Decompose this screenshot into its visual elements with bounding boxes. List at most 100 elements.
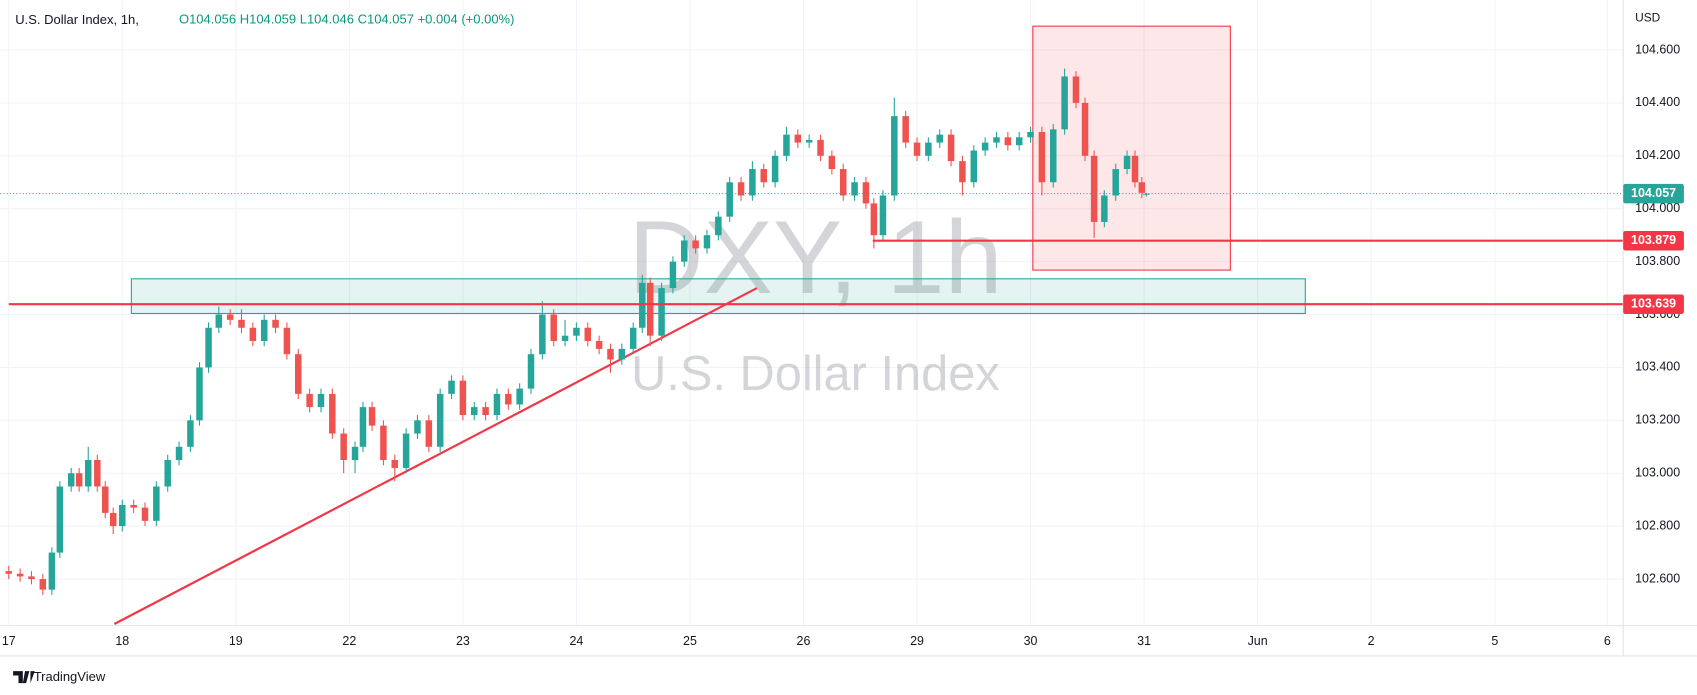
candle-body: [351, 446, 359, 461]
candle-body: [879, 195, 887, 236]
y-tick-label: 104.600: [1635, 42, 1680, 56]
candle-body: [1015, 137, 1023, 146]
candle-body: [726, 182, 733, 217]
y-tick-label: 104.200: [1635, 148, 1680, 162]
x-tick-label: 29: [910, 634, 924, 648]
candle-body: [317, 393, 325, 408]
x-tick-label: 22: [342, 634, 356, 648]
currency-label: USD: [1635, 11, 1661, 25]
ohlc-low: L104.046: [300, 12, 354, 27]
candle-body: [109, 512, 117, 527]
watermark: DXY, 1h U.S. Dollar Index: [628, 200, 1002, 401]
candle-body: [839, 169, 847, 196]
x-tick-label: 2: [1368, 634, 1375, 648]
candle-body: [595, 340, 603, 349]
candle-body: [295, 354, 302, 394]
candle-body: [760, 169, 768, 183]
candle-body: [959, 161, 966, 183]
candle-body: [402, 433, 410, 468]
x-tick-label: 25: [683, 634, 697, 648]
candle-body: [1004, 137, 1012, 146]
candle-body: [794, 134, 802, 143]
candle-body: [618, 348, 626, 360]
candle-body: [947, 134, 955, 162]
candle-body: [1038, 131, 1046, 183]
candle-body: [249, 327, 257, 341]
candle-body: [862, 182, 870, 204]
candle-body: [828, 155, 836, 170]
candle-body: [607, 348, 614, 360]
ohlc-high: H104.059: [240, 12, 296, 27]
candle-body: [749, 169, 756, 196]
x-tick-label: 26: [797, 634, 811, 648]
candle-body: [505, 393, 512, 405]
candle-body: [1061, 76, 1068, 130]
y-tick-label: 102.600: [1635, 571, 1680, 585]
candle-body: [48, 552, 56, 590]
candle-body: [75, 473, 83, 487]
price-line-label-bg: [1623, 294, 1684, 314]
candle-body: [215, 314, 223, 328]
candle-body: [1081, 102, 1089, 156]
candle-body: [646, 282, 654, 336]
candle-body: [669, 261, 677, 289]
candle-body: [1050, 129, 1057, 183]
candle-body: [1090, 155, 1098, 222]
legend: U.S. Dollar Index, 1h, O104.056 H104.059…: [15, 12, 514, 27]
candle-body: [238, 319, 245, 328]
candle-body: [205, 327, 212, 368]
candle-body: [1112, 169, 1119, 196]
x-tick-label: 30: [1024, 634, 1038, 648]
y-tick-label: 103.000: [1635, 466, 1680, 480]
candle-body: [1072, 76, 1080, 103]
zone: [1032, 25, 1231, 271]
candle-body: [993, 137, 1000, 143]
candle-body: [391, 460, 399, 468]
grid: [0, 0, 1624, 626]
candle-body: [493, 393, 501, 416]
candle-body: [153, 486, 160, 521]
candle-body: [703, 235, 711, 249]
candle-body: [584, 327, 592, 341]
candle-body: [805, 139, 813, 143]
x-tick-label: 18: [115, 634, 129, 648]
candle-body: [448, 380, 455, 394]
candle-body: [380, 425, 387, 461]
candle-body: [16, 573, 24, 577]
branding-logo: [13, 671, 35, 684]
candle-body: [771, 155, 779, 183]
candle-body: [981, 142, 989, 151]
candle-body: [283, 327, 291, 355]
candle-body: [851, 182, 858, 196]
candle-body: [260, 319, 268, 341]
y-tick-label: 102.800: [1635, 518, 1680, 532]
candle-body: [1123, 155, 1131, 170]
candle-body: [119, 504, 126, 527]
last-price-label: 104.057: [1631, 186, 1676, 200]
candle-body: [681, 240, 688, 262]
candle-body: [329, 393, 336, 434]
candle-body: [196, 367, 203, 421]
candle-body: [925, 142, 932, 156]
candle-body: [5, 571, 13, 574]
candle-body: [425, 420, 433, 447]
x-tick-label: 17: [2, 634, 16, 648]
candle-body: [359, 407, 367, 447]
candle-body: [482, 407, 489, 416]
candle-body: [902, 116, 909, 143]
x-tick-label: 5: [1491, 634, 1498, 648]
candle-body: [368, 407, 376, 426]
candle-body: [783, 134, 790, 156]
candle-body: [629, 327, 637, 349]
price-line-label-bg: [1623, 230, 1684, 251]
candle-body: [436, 393, 444, 447]
candle-body: [39, 579, 47, 590]
candle-body: [1101, 195, 1108, 222]
candle-body: [817, 139, 824, 156]
candle-body: [84, 460, 92, 487]
x-tick-label: 19: [229, 634, 243, 648]
branding: TradingView: [13, 669, 106, 684]
axes: 102.600 102.800 103.000 103.200 103.400 103.6…: [2, 42, 1684, 648]
candle-body: [175, 446, 183, 461]
